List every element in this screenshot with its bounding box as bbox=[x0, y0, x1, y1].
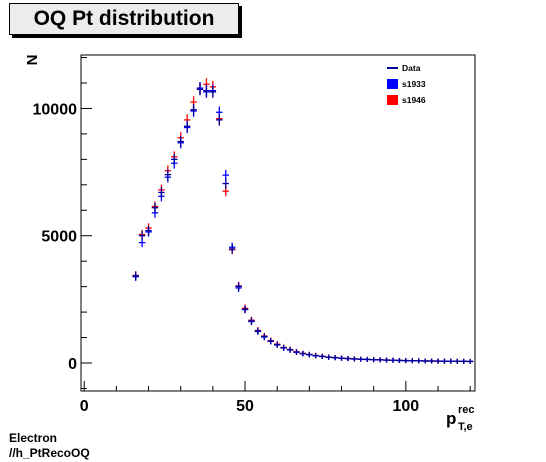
x-axis-label-sup: rec bbox=[458, 404, 475, 416]
data-point-data bbox=[132, 271, 139, 281]
legend-label-s1946: s1946 bbox=[402, 95, 426, 105]
data-point-data bbox=[190, 103, 197, 116]
data-point-data bbox=[306, 351, 313, 358]
data-point-data bbox=[357, 356, 365, 362]
y-tick-label: 5000 bbox=[41, 229, 77, 246]
data-point-data bbox=[203, 84, 210, 97]
data-point-data bbox=[241, 305, 249, 314]
legend-item-s1946: s1946 bbox=[387, 95, 426, 105]
y-tick-label: 0 bbox=[68, 356, 77, 373]
footer-particle-label: Electron bbox=[9, 431, 58, 445]
data-point-data bbox=[299, 350, 307, 357]
data-point-data bbox=[145, 225, 152, 236]
data-point-data bbox=[273, 341, 281, 348]
data-point-data bbox=[447, 358, 455, 364]
data-point-data bbox=[280, 344, 287, 351]
data-point-data bbox=[235, 282, 242, 291]
data-point-data bbox=[151, 202, 159, 213]
data-point-data bbox=[209, 85, 217, 98]
plot-frame bbox=[80, 54, 476, 392]
data-point-data bbox=[364, 356, 371, 362]
data-point-data bbox=[177, 135, 184, 148]
data-point-data bbox=[428, 358, 435, 364]
x-tick-label: 100 bbox=[392, 398, 419, 415]
data-point-data bbox=[421, 358, 429, 364]
x-axis-label: p rec T,e bbox=[446, 404, 475, 433]
data-point-data bbox=[331, 355, 339, 361]
data-point-data bbox=[351, 356, 358, 362]
series-s1946 bbox=[132, 78, 474, 364]
data-point-data bbox=[267, 337, 274, 345]
data-point-data bbox=[415, 358, 422, 364]
data-point-data bbox=[460, 358, 467, 364]
x-axis-label-sub: T,e bbox=[458, 421, 473, 433]
data-point-data bbox=[293, 349, 300, 355]
data-point-data bbox=[376, 357, 384, 363]
data-point-data bbox=[389, 357, 397, 363]
data-point-data bbox=[396, 357, 403, 363]
data-point-data bbox=[409, 358, 416, 364]
data-point-data bbox=[312, 352, 320, 359]
data-point-data bbox=[434, 358, 442, 364]
data-point-data bbox=[325, 354, 332, 360]
data-point-data bbox=[196, 83, 204, 96]
y-axis-label: N bbox=[24, 55, 41, 66]
y-tick-label: 10000 bbox=[33, 101, 78, 118]
legend-item-s1933: s1933 bbox=[387, 79, 426, 89]
plot-title: OQ Pt distribution bbox=[9, 3, 239, 35]
legend-swatch-s1933 bbox=[387, 79, 398, 89]
axes: 0 50 100 0 5000 10000 bbox=[33, 57, 471, 415]
x-axis-label-main: p bbox=[446, 409, 456, 428]
data-point-data bbox=[171, 153, 178, 165]
footer-histogram-path: //h_PtRecoOQ bbox=[9, 446, 90, 460]
data-point-data bbox=[216, 114, 223, 126]
data-point-data bbox=[164, 169, 172, 180]
data-point-data bbox=[370, 357, 377, 363]
data-point-data bbox=[344, 356, 352, 362]
data-point-data bbox=[286, 346, 294, 353]
data-point-data bbox=[441, 358, 448, 364]
data-point-data bbox=[248, 317, 255, 325]
data-point-data bbox=[158, 187, 165, 198]
data-point-data bbox=[222, 178, 229, 189]
legend: Data s1933 s1946 bbox=[383, 61, 465, 111]
data-point-data bbox=[228, 244, 236, 254]
data-point-data bbox=[138, 231, 146, 241]
x-tick-label: 50 bbox=[236, 398, 254, 415]
data-point-data bbox=[466, 358, 474, 364]
data-point-data bbox=[261, 333, 268, 340]
legend-swatch-s1946 bbox=[387, 95, 398, 105]
legend-label-data: Data bbox=[402, 63, 421, 73]
series-s1933 bbox=[132, 82, 474, 364]
legend-item-data: Data bbox=[387, 63, 421, 73]
legend-label-s1933: s1933 bbox=[402, 79, 426, 89]
data-point-data bbox=[402, 358, 410, 364]
data-point-data bbox=[254, 327, 262, 335]
chart-marks bbox=[132, 78, 474, 364]
data-point-data bbox=[319, 353, 326, 359]
data-point-data bbox=[383, 357, 390, 363]
series-data bbox=[132, 83, 474, 364]
x-tick-label: 0 bbox=[80, 398, 89, 415]
data-point-data bbox=[454, 358, 461, 364]
data-point-data bbox=[338, 355, 345, 361]
data-point-data bbox=[183, 120, 191, 132]
